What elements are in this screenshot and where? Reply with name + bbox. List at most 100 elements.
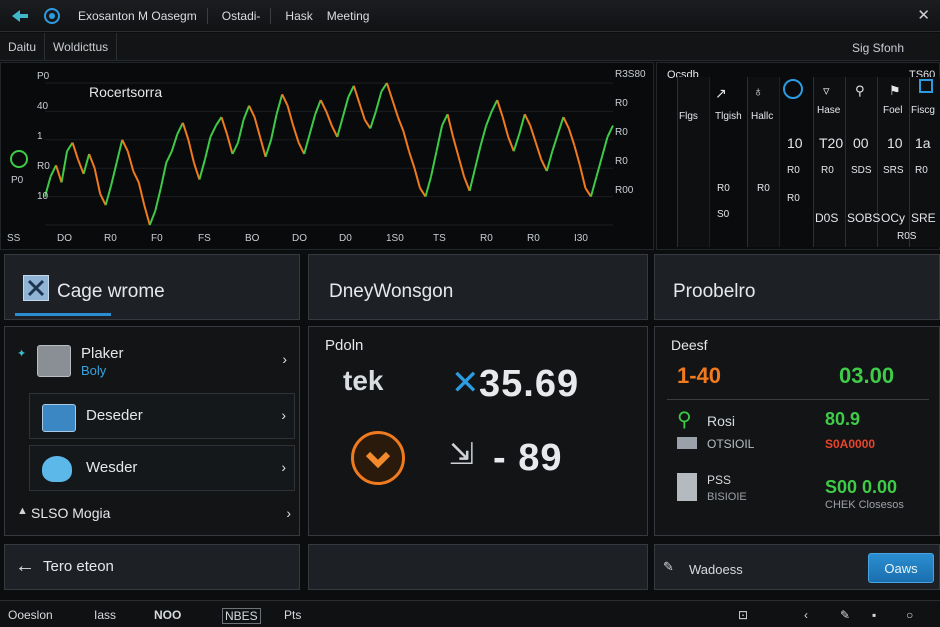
series-segment [44, 176, 52, 197]
series-segment [264, 139, 273, 158]
chevron-right-icon[interactable]: › [286, 505, 291, 521]
price-chart-panel[interactable]: Rocertsorra R3S80 R0 R0 R0 R00 P0 40 1 R0 10 DO R0 F… [0, 62, 654, 250]
tab-watchlist[interactable]: Woldicttus [45, 32, 118, 61]
pin-icon[interactable]: ⚲ [855, 83, 865, 98]
footer-back[interactable]: ← Tero eteon [4, 544, 300, 590]
app-icon[interactable] [40, 6, 64, 26]
tab-data[interactable]: Daitu [0, 32, 46, 61]
matrix-cell: Flgs [679, 111, 698, 122]
series-segment [192, 162, 201, 180]
x-tick-label: R0 [104, 233, 117, 244]
row-value: S00 0.00 [825, 477, 898, 497]
series-segment [159, 162, 168, 189]
chevron-right-icon[interactable]: › [281, 459, 286, 475]
window-icon[interactable]: ▪ [872, 608, 877, 622]
status-item[interactable]: Iass [94, 608, 117, 622]
y-tick-label: R0 [37, 161, 50, 172]
status-item[interactable]: Ooeslon [8, 608, 53, 622]
series-segment [226, 133, 234, 155]
bell-icon[interactable]: ♁ [753, 83, 764, 99]
x-tick-label: BO [245, 233, 260, 244]
drop-icon[interactable]: ▿ [823, 83, 830, 98]
series-segment [55, 165, 63, 183]
back-arrow-icon[interactable] [8, 6, 32, 26]
action-button[interactable]: Oaws [868, 553, 934, 583]
y-tick-label: 1 [37, 131, 43, 142]
price-chart[interactable]: Rocertsorra R3S80 R0 R0 R0 R00 P0 40 1 R0 10 DO R0 F… [1, 63, 655, 251]
progress-indicator [15, 313, 111, 316]
series-segment [330, 125, 339, 138]
chart-title: Rocertsorra [89, 84, 162, 100]
series-segment [104, 184, 113, 206]
menu-item-settings[interactable]: Ostadi- [221, 8, 261, 23]
series-segment [154, 187, 162, 212]
series-segment [115, 139, 124, 163]
series-segment [474, 145, 482, 169]
series-segment [457, 156, 466, 177]
list-item-wesder[interactable]: Wesder › [29, 445, 295, 491]
card-problem[interactable]: Proobelro [654, 254, 940, 320]
sign-label[interactable]: Sig Sfonh [851, 41, 904, 55]
flag-icon[interactable]: ⚑ [889, 83, 901, 98]
series-segment [297, 142, 306, 155]
status-item[interactable]: NOO [154, 608, 182, 622]
row-value: S0A0000 [825, 437, 876, 451]
wand-icon[interactable]: ✎ [663, 559, 674, 574]
card-home[interactable]: Cage wrome [4, 254, 300, 320]
expand-icon[interactable]: ✦ [17, 348, 27, 360]
menu-item-task[interactable]: Hask [285, 8, 313, 23]
card-money[interactable]: DneyWonsgon [308, 254, 648, 320]
series-segment [424, 176, 432, 197]
matrix-cell: R0 [757, 183, 770, 194]
series-segment [545, 150, 554, 172]
list-item-sublabel: Boly [81, 363, 107, 378]
series-segment [66, 142, 74, 152]
matrix-cell: 1a [915, 135, 931, 151]
list-item-label: Plaker [81, 345, 124, 362]
arrow-icon[interactable]: ↗ [715, 85, 727, 101]
list-item-desktop[interactable]: Deseder › [29, 393, 295, 439]
series-segment [584, 187, 592, 198]
series-segment [253, 116, 262, 138]
series-segment [369, 111, 377, 129]
search-icon[interactable]: ⚲ [677, 409, 692, 431]
list-item-player[interactable]: Plaker Boly › [29, 337, 295, 383]
series-segment [435, 125, 444, 152]
close-icon[interactable]: ✕ [917, 7, 930, 24]
matrix-cell: OCy [881, 211, 905, 225]
y-tick-label: 40 [37, 101, 49, 112]
menu-item-main[interactable]: Exosanton M Oasegm [78, 8, 197, 23]
lock-icon[interactable]: ⊡ [738, 608, 749, 622]
x-tick-label: R0 [527, 233, 540, 244]
chevron-down-icon[interactable] [351, 431, 405, 485]
value-panel-label: Pdoln [325, 337, 364, 354]
status-item[interactable]: NBES [222, 608, 261, 624]
menu-item-meeting[interactable]: Meeting [326, 8, 370, 23]
edit-icon[interactable]: ✎ [840, 608, 851, 622]
series-segment [176, 122, 184, 135]
row-label: PSS [707, 473, 732, 487]
indicator-icon[interactable] [10, 150, 28, 168]
list-item-label: Deseder [86, 407, 143, 424]
matrix-cell: SRE [911, 211, 936, 225]
close-box-icon [23, 275, 49, 301]
expand-icon[interactable]: ▲ [17, 505, 28, 517]
back-icon[interactable]: ‹ [804, 608, 808, 622]
series-segment [181, 122, 190, 141]
status-item[interactable]: Pts [284, 608, 302, 622]
stats-panel: Deesf 1-40 03.00 ⚲ Rosi 80.9 OTSIOIL S0A… [654, 326, 940, 536]
chevron-right-icon[interactable]: › [281, 407, 286, 423]
arrow-left-icon[interactable]: ← [15, 555, 35, 577]
series-segment [303, 133, 311, 155]
title-bar: Exosanton M Oasegm Ostadi- Hask Meeting … [0, 0, 940, 32]
series-segment [408, 150, 416, 169]
series-segment [270, 114, 278, 141]
series-segment [601, 136, 609, 158]
window-icon[interactable] [919, 79, 933, 93]
card-money-title: DneyWonsgon [329, 281, 454, 302]
target-icon[interactable] [783, 79, 803, 99]
chevron-right-icon[interactable]: › [282, 351, 287, 367]
circle-icon[interactable]: ○ [906, 608, 914, 622]
series-segment [573, 145, 581, 166]
series-segment [358, 102, 366, 121]
